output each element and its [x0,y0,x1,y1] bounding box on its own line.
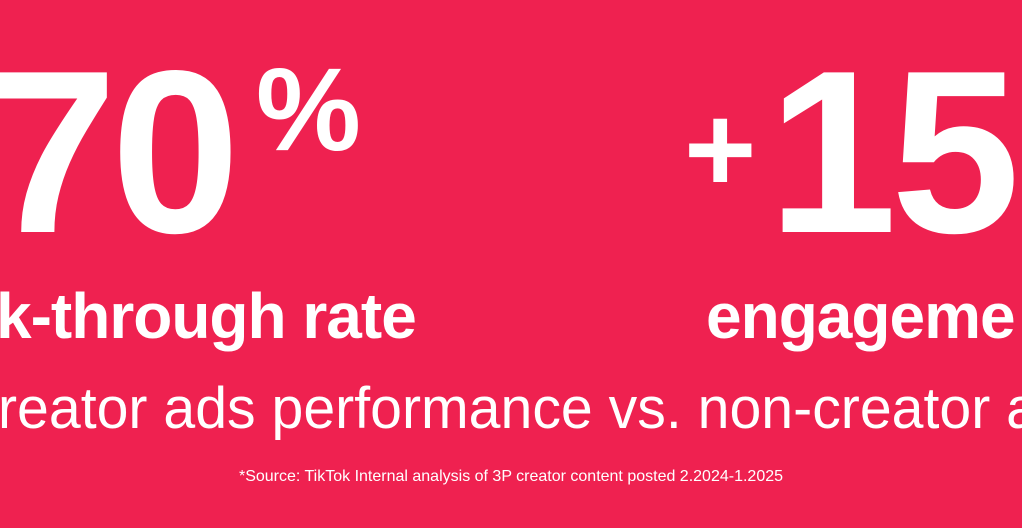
stat-value: 15 [768,23,1014,282]
stat-label: engageme [706,280,1015,352]
stat-prefix: + [684,81,756,219]
subtitle: reator ads performance vs. non-creator a [0,376,1022,441]
stat-value: 70 [0,23,234,282]
source-note: *Source: TikTok Internal analysis of 3P … [239,468,783,485]
stat-unit: % [256,44,361,176]
stat-label: k-through rate [0,280,416,352]
